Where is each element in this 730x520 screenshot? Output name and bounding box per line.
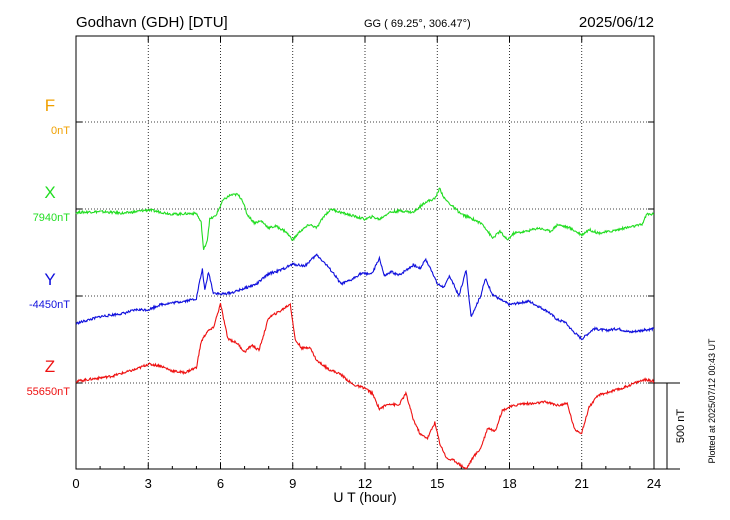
- series-name-y: Y: [44, 270, 55, 289]
- station-title: Godhavn (GDH) [DTU]: [76, 14, 228, 31]
- date-label: 2025/06/12: [579, 14, 654, 31]
- series-baseline-f: 0nT: [51, 125, 70, 137]
- series-name-x: X: [44, 183, 55, 202]
- series-line-z: [75, 302, 655, 470]
- x-tick-label: 24: [647, 476, 661, 491]
- x-tick-label: 15: [430, 476, 444, 491]
- x-tick-label: 6: [217, 476, 224, 491]
- x-tick-label: 3: [145, 476, 152, 491]
- x-tick-label: 12: [358, 476, 372, 491]
- x-tick-label: 9: [289, 476, 296, 491]
- coords-label: GG ( 69.25°, 306.47°): [364, 18, 471, 30]
- x-axis: 0 3 6 9 12 15 18 21 24: [72, 36, 661, 491]
- grid: [147, 36, 583, 469]
- x-tick-label: 18: [502, 476, 516, 491]
- series-line-x: [75, 187, 655, 250]
- x-tick-label: 21: [575, 476, 589, 491]
- scale-bar: [654, 382, 680, 470]
- x-tick-label: 0: [72, 476, 79, 491]
- series-baseline-x: 7940nT: [33, 212, 71, 224]
- series-baseline-z: 55650nT: [27, 386, 71, 398]
- baselines: [76, 121, 654, 384]
- series-name-f: F: [45, 96, 55, 115]
- plotted-note: Plotted at 2025/07/12 00:43 UT: [707, 338, 717, 464]
- series-baseline-y: -4450nT: [29, 299, 70, 311]
- scale-bar-label: 500 nT: [675, 409, 687, 444]
- series-group: [75, 187, 655, 470]
- x-axis-label: U T (hour): [333, 489, 396, 505]
- series-line-y: [75, 253, 655, 341]
- series-labels: F 0nT X 7940nT Y -4450nT Z 55650nT: [27, 96, 71, 398]
- series-name-z: Z: [45, 357, 55, 376]
